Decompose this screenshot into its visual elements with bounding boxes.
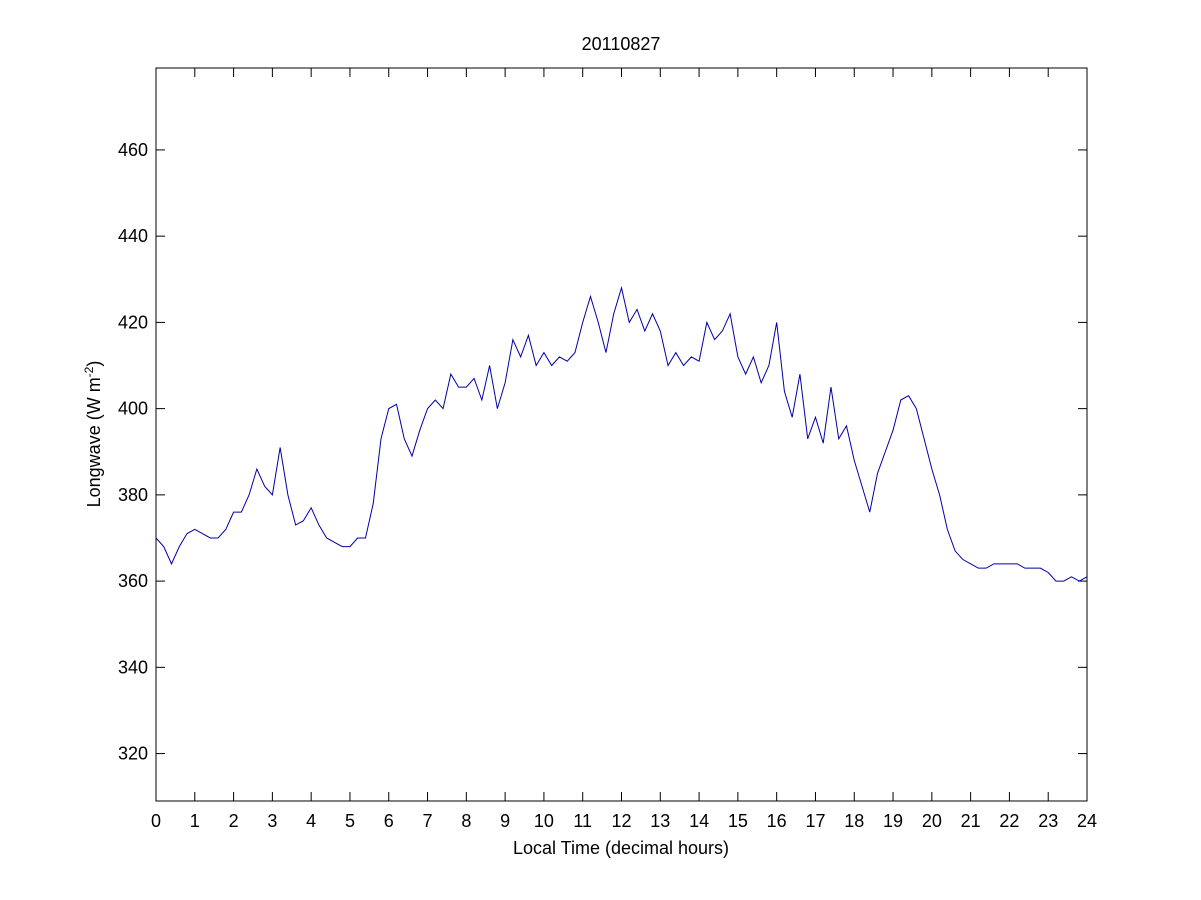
x-tick-label: 6 [384,811,394,831]
x-tick-label: 14 [689,811,709,831]
x-tick-label: 0 [151,811,161,831]
chart-title: 20110827 [582,34,661,54]
x-tick-label: 19 [883,811,903,831]
y-tick-label: 420 [118,312,148,332]
x-tick-label: 7 [423,811,433,831]
x-tick-label: 13 [650,811,670,831]
y-label-text: Longwave (W m [84,377,104,507]
x-tick-label: 5 [345,811,355,831]
x-tick-label: 4 [306,811,316,831]
y-tick-label: 400 [118,399,148,419]
x-tick-label: 20 [922,811,942,831]
x-tick-label: 3 [267,811,277,831]
x-tick-label: 8 [461,811,471,831]
y-tick-label: 380 [118,485,148,505]
x-tick-label: 23 [1038,811,1058,831]
x-tick-label: 1 [190,811,200,831]
x-tick-label: 17 [805,811,825,831]
y-tick-label: 460 [118,140,148,160]
x-tick-label: 18 [844,811,864,831]
x-tick-label: 15 [728,811,748,831]
y-label-suffix: ) [84,361,104,367]
data-line [155,285,1088,582]
y-tick-label: 440 [118,226,148,246]
y-tick-label: 320 [118,744,148,764]
x-tick-label: 21 [961,811,981,831]
x-tick-label: 2 [229,811,239,831]
x-axis-label: Local Time (decimal hours) [513,838,729,858]
x-tick-label: 11 [573,811,592,831]
x-tick-label: 22 [999,811,1019,831]
x-tick-label: 12 [611,811,631,831]
plot-frame [155,67,1088,802]
y-tick-label: 340 [118,657,148,677]
x-tick-label: 9 [500,811,510,831]
x-tick-label: 24 [1077,811,1097,831]
y-label-superscript: -2 [82,366,96,377]
x-tick-label: 16 [767,811,787,831]
x-tick-label: 10 [534,811,554,831]
y-axis-label: Longwave (W m-2) [82,361,104,508]
y-tick-label: 360 [118,571,148,591]
